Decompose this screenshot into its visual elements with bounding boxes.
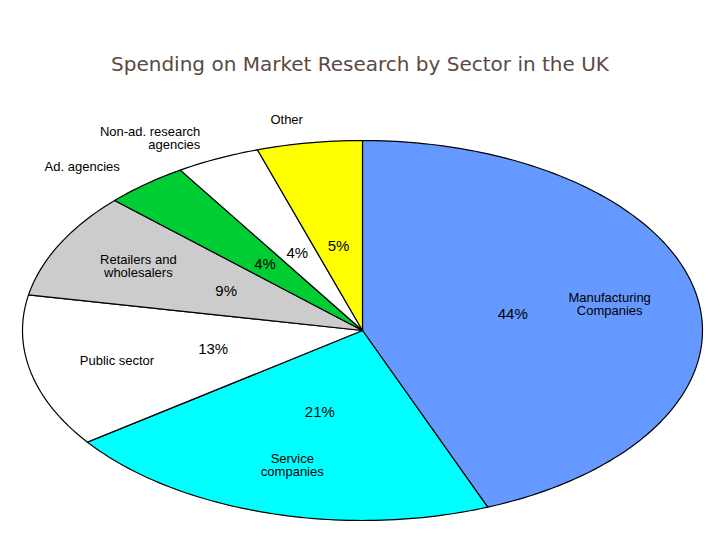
svg-text:Other: Other xyxy=(270,112,303,127)
svg-text:9%: 9% xyxy=(215,282,237,299)
svg-text:44%: 44% xyxy=(498,305,528,322)
svg-text:21%: 21% xyxy=(305,403,335,420)
html-text:Spending on Market Research by: Spending on Market Research by Sector in… xyxy=(111,52,609,76)
svg-text:5%: 5% xyxy=(328,237,350,254)
svg-text:13%: 13% xyxy=(198,340,228,357)
svg-text:Public sector: Public sector xyxy=(80,353,155,368)
svg-text:ManufacturingCompanies: ManufacturingCompanies xyxy=(568,290,650,318)
svg-text:Servicecompanies: Servicecompanies xyxy=(261,451,324,479)
svg-text:Ad. agencies: Ad. agencies xyxy=(45,159,121,174)
svg-text:4%: 4% xyxy=(254,255,276,272)
svg-text:4%: 4% xyxy=(287,244,309,261)
svg-text:Retailers andwholesalers: Retailers andwholesalers xyxy=(100,252,177,280)
svg-text:Non-ad. researchagencies: Non-ad. researchagencies xyxy=(100,124,201,152)
